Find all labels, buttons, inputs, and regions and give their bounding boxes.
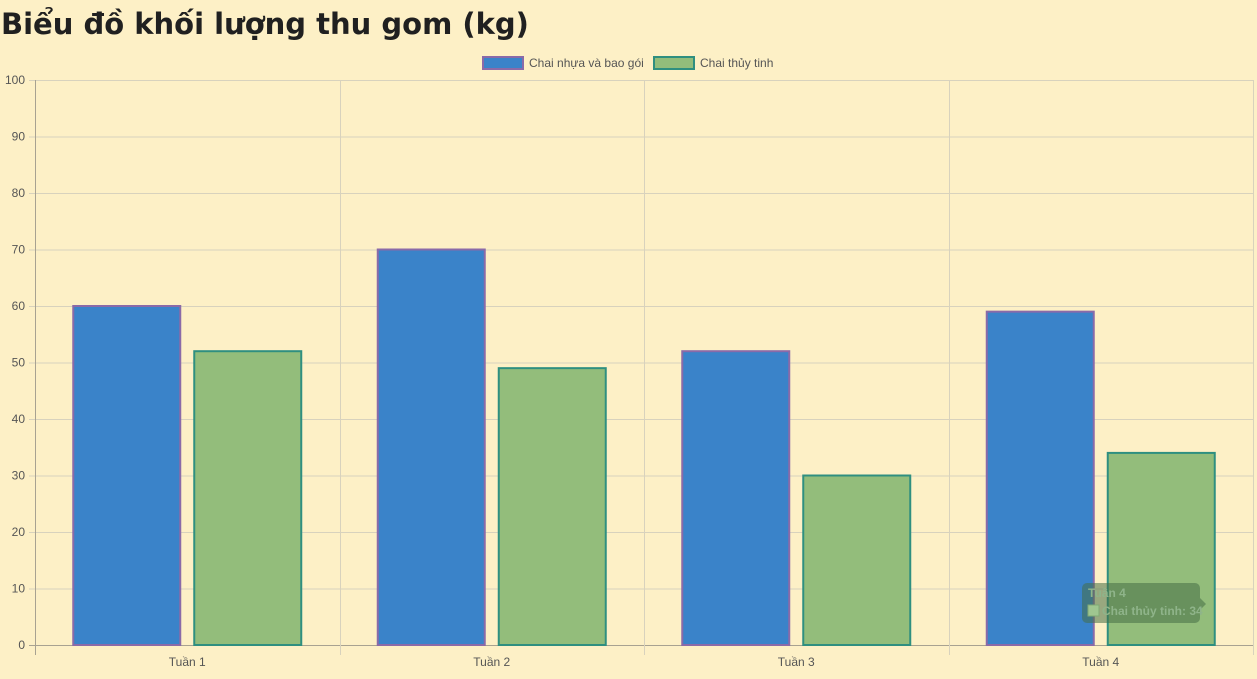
bar-plastic <box>376 248 486 646</box>
legend-label: Chai thủy tinh <box>700 56 773 70</box>
tooltip-title: Tuần 4 <box>1088 586 1126 600</box>
tooltip-swatch <box>1087 604 1100 617</box>
chart-title: Biểu đồ khối lượng thu gom (kg) <box>1 7 529 41</box>
y-tick-label: 50 <box>12 356 26 370</box>
y-tick-label: 80 <box>12 186 26 200</box>
legend-label: Chai nhựa và bao gói <box>529 56 644 70</box>
bar-plastic <box>985 310 1095 646</box>
y-tick-label: 10 <box>12 582 26 596</box>
y-tick-label: 30 <box>12 469 26 483</box>
x-tick-label: Tuần 3 <box>778 655 815 669</box>
tooltip-box <box>1082 583 1200 623</box>
legend-swatch <box>482 56 524 70</box>
y-tick-label: 0 <box>18 638 25 652</box>
tooltip-line: Chai thủy tinh: 34 <box>1102 604 1203 618</box>
tooltip: Tuần 4 Chai thủy tinh: 34 <box>1082 583 1206 623</box>
y-tick-label: 20 <box>12 525 26 539</box>
bars <box>72 248 1216 646</box>
y-tick-label: 40 <box>12 412 26 426</box>
legend: Chai nhựa và bao gói Chai thủy tinh <box>482 56 773 70</box>
x-tick-label: Tuần 1 <box>169 655 206 669</box>
y-tick-label: 60 <box>12 299 26 313</box>
x-tick-label: Tuần 4 <box>1082 655 1119 669</box>
bar-glass <box>497 367 607 646</box>
y-tick-label: 100 <box>5 73 25 87</box>
y-tick-label: 70 <box>12 243 26 257</box>
tick-labels: 0 10 20 30 40 50 60 70 80 90 100 Tuần 1 Tuần 2 Tuần 3… <box>5 73 1120 669</box>
legend-swatch <box>653 56 695 70</box>
bar-glass <box>802 474 912 646</box>
tooltip-caret <box>1200 598 1206 610</box>
bar-plastic <box>681 350 791 646</box>
y-tick-label: 90 <box>12 130 26 144</box>
x-tick-label: Tuần 2 <box>473 655 510 669</box>
bar-glass <box>193 350 303 646</box>
bar-plastic <box>72 305 182 646</box>
